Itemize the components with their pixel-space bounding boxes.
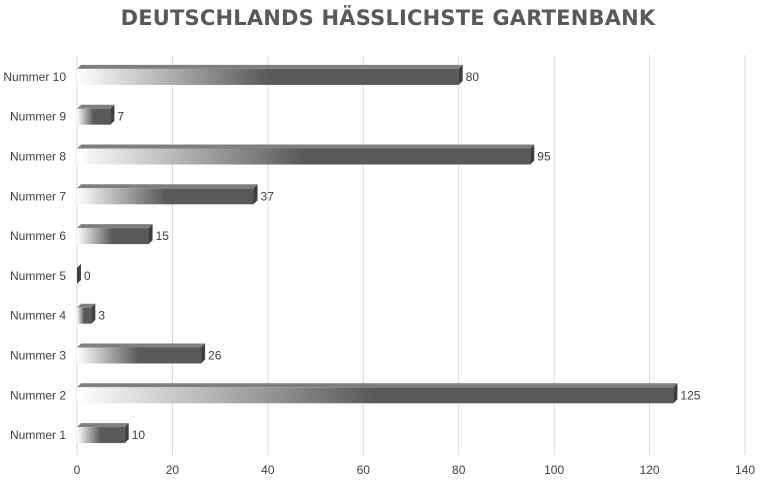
data-label: 7	[117, 110, 124, 124]
bar-end-face	[673, 383, 678, 404]
x-tick-label: 140	[735, 463, 755, 477]
category-label: Nummer 9	[10, 110, 66, 124]
bar-top-face	[77, 423, 129, 428]
data-label: 15	[156, 229, 170, 243]
data-label: 37	[261, 189, 275, 203]
bar-top-face	[77, 224, 153, 229]
bar-2	[77, 383, 678, 404]
category-label: Nummer 4	[10, 309, 66, 323]
bar-4	[77, 303, 96, 324]
bar-end-face	[124, 423, 129, 444]
bar-top-face	[77, 303, 96, 308]
bar-end-face	[77, 263, 81, 284]
category-label: Nummer 1	[10, 428, 66, 442]
x-tick-label: 100	[544, 463, 564, 477]
bar-end-face	[110, 104, 115, 125]
category-label: Nummer 3	[10, 349, 66, 363]
x-tick-label: 0	[74, 463, 81, 477]
category-label: Nummer 7	[10, 189, 66, 203]
x-tick-label: 60	[357, 463, 371, 477]
bar-top-face	[77, 184, 258, 189]
data-label: 0	[84, 269, 91, 283]
data-label: 95	[537, 150, 551, 164]
bar-3	[77, 343, 206, 364]
bar-end-face	[253, 184, 258, 205]
bar-front-face	[77, 307, 92, 324]
x-tick-label: 120	[640, 463, 660, 477]
bar-front-face	[77, 427, 125, 444]
bar-top-face	[77, 64, 463, 69]
chart-title: DEUTSCHLANDS HÄSSLICHSTE GARTENBANK	[120, 6, 656, 30]
bar-end-face	[458, 64, 463, 85]
category-label: Nummer 6	[10, 229, 66, 243]
bar-9	[77, 104, 115, 125]
category-label: Nummer 10	[3, 70, 66, 84]
bar-front-face	[77, 188, 254, 205]
x-tick-label: 40	[261, 463, 275, 477]
data-label: 125	[680, 388, 700, 402]
category-label: Nummer 5	[10, 269, 66, 283]
category-label: Nummer 2	[10, 388, 66, 402]
x-tick-label: 80	[452, 463, 466, 477]
bar-end-face	[148, 224, 153, 245]
bar-5	[77, 263, 81, 284]
x-tick-label: 20	[166, 463, 180, 477]
bar-8	[77, 144, 535, 165]
bar-top-face	[77, 144, 535, 149]
bar-top-face	[77, 343, 206, 348]
data-label: 10	[132, 428, 146, 442]
bar-end-face	[530, 144, 535, 165]
bar-top-face	[77, 104, 115, 109]
bar-front-face	[77, 68, 459, 85]
bar-top-face	[77, 383, 678, 388]
bar-10	[77, 64, 463, 85]
bar-6	[77, 224, 153, 245]
bar-end-face	[201, 343, 206, 364]
bar-end-face	[91, 303, 96, 324]
bar-7	[77, 184, 258, 205]
bar-front-face	[77, 148, 531, 165]
bar-front-face	[77, 108, 111, 125]
bar-1	[77, 423, 129, 444]
data-label: 80	[466, 70, 480, 84]
bar-front-face	[77, 347, 202, 364]
data-label: 3	[98, 309, 105, 323]
category-label: Nummer 8	[10, 150, 66, 164]
data-label: 26	[208, 349, 222, 363]
bar-front-face	[77, 387, 674, 404]
bar-front-face	[77, 228, 149, 245]
